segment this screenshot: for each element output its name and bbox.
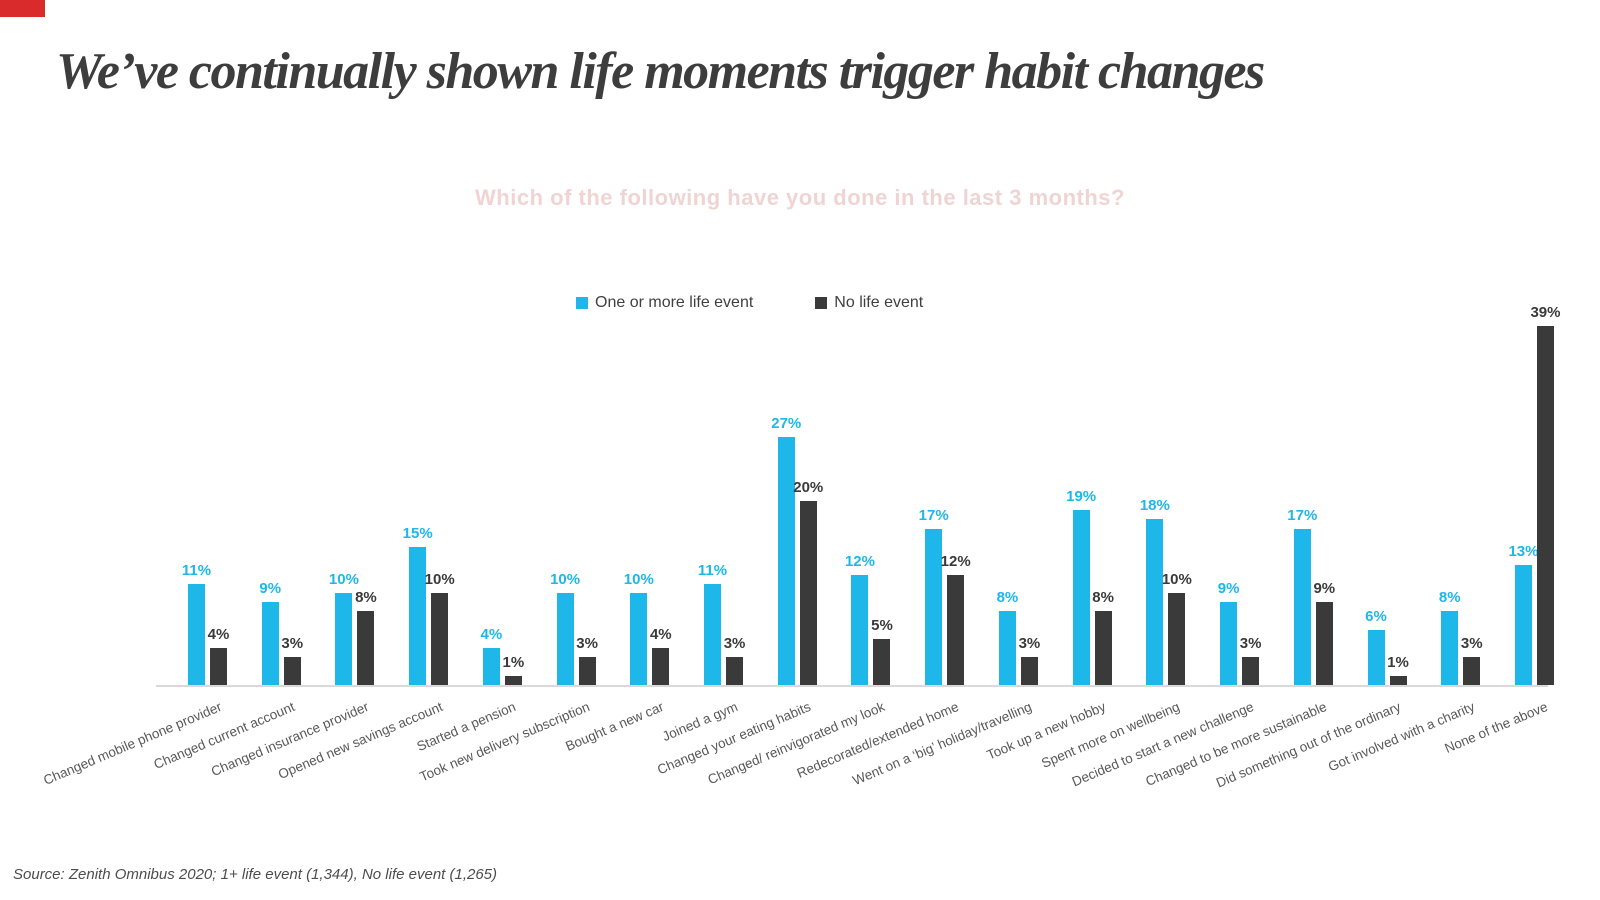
bar-one-or-more-life-event xyxy=(1293,528,1311,685)
bar-no-life-event xyxy=(726,657,744,685)
bar-value-label: 4% xyxy=(649,626,672,644)
bar-value-label: 15% xyxy=(402,525,433,542)
bar-value-label: 3% xyxy=(1018,635,1041,653)
bar-value-label: 8% xyxy=(355,589,377,607)
bar-value-label: 1% xyxy=(502,653,525,671)
bar-value-label: 17% xyxy=(918,506,949,524)
bar-one-or-more-life-event xyxy=(777,436,795,685)
legend-label: One or more life event xyxy=(595,294,754,311)
x-axis-line xyxy=(156,685,1548,687)
chart-question-subtitle: Which of the following have you done in … xyxy=(475,185,1125,210)
bar-value-label: 12% xyxy=(940,552,971,570)
bar-value-label: 17% xyxy=(1287,506,1318,524)
legend-label: No life event xyxy=(834,294,924,311)
source-note: Source: Zenith Omnibus 2020; 1+ life eve… xyxy=(13,866,498,883)
bar-value-label: 3% xyxy=(576,635,598,653)
bar-no-life-event xyxy=(504,675,522,685)
legend-swatch-one-or-more-life-event xyxy=(576,297,588,309)
bar-value-label: 13% xyxy=(1508,543,1539,561)
bar-one-or-more-life-event xyxy=(482,648,500,685)
bar-no-life-event xyxy=(210,648,227,685)
bar-one-or-more-life-event xyxy=(1441,611,1459,685)
category-label-changed-mobile-phone-provider: Changed mobile phone provider xyxy=(40,699,224,788)
bar-value-label: 4% xyxy=(207,626,230,644)
bar-one-or-more-life-event xyxy=(1367,629,1385,685)
bar-value-label: 8% xyxy=(996,589,1019,607)
bar-one-or-more-life-event xyxy=(704,583,722,685)
bar-value-label: 10% xyxy=(328,571,359,588)
bar-no-life-event xyxy=(283,657,301,685)
bar-one-or-more-life-event xyxy=(851,574,869,685)
bar-no-life-event xyxy=(578,657,596,685)
bar-value-label: 9% xyxy=(1313,580,1336,598)
bar-one-or-more-life-event xyxy=(998,611,1016,685)
bar-no-life-event xyxy=(947,574,965,685)
bar-value-label: 8% xyxy=(1092,589,1114,607)
bar-value-label: 10% xyxy=(623,571,654,588)
bar-one-or-more-life-event xyxy=(1146,519,1164,685)
bar-no-life-event xyxy=(1463,657,1481,685)
bar-value-label: 27% xyxy=(771,414,802,432)
bar-one-or-more-life-event xyxy=(261,602,279,685)
bar-one-or-more-life-event xyxy=(925,528,943,685)
bar-value-label: 9% xyxy=(259,580,282,598)
bar-one-or-more-life-event xyxy=(1514,565,1532,685)
bar-no-life-event xyxy=(1315,602,1333,685)
bar-value-label: 4% xyxy=(480,626,503,644)
bar-value-label: 10% xyxy=(424,571,455,588)
legend-item-no-life-event: No life event xyxy=(815,294,923,312)
bar-one-or-more-life-event xyxy=(1220,602,1238,685)
bar-value-label: 3% xyxy=(281,635,304,653)
bar-no-life-event xyxy=(1536,326,1554,685)
bar-value-label: 8% xyxy=(1438,589,1461,607)
bar-value-label: 3% xyxy=(1239,635,1262,653)
bar-value-label: 9% xyxy=(1217,580,1240,598)
bar-no-life-event xyxy=(1389,675,1407,685)
bar-no-life-event xyxy=(1168,593,1186,685)
bar-value-label: 11% xyxy=(181,561,212,579)
bar-one-or-more-life-event xyxy=(630,593,648,685)
bar-no-life-event xyxy=(431,593,449,685)
bar-no-life-event xyxy=(873,639,891,685)
bar-one-or-more-life-event xyxy=(335,593,353,685)
bar-value-label: 6% xyxy=(1365,607,1387,625)
slide-title: We’ve continually shown life moments tri… xyxy=(56,43,1265,100)
bar-value-label: 10% xyxy=(1161,571,1192,588)
bar-value-label: 20% xyxy=(793,479,824,496)
legend-item-one-or-more-life-event: One or more life event xyxy=(576,294,753,312)
bar-one-or-more-life-event xyxy=(556,593,574,685)
bar-chart: 11% 4% Changed mobile phone provider 9% 3% Ch… xyxy=(41,300,1561,790)
bar-no-life-event xyxy=(1094,611,1112,685)
bar-value-label: 39% xyxy=(1530,304,1561,322)
bar-no-life-event xyxy=(799,501,817,685)
bar-value-label: 10% xyxy=(550,571,581,588)
bar-one-or-more-life-event xyxy=(409,547,427,685)
bar-value-label: 11% xyxy=(697,561,728,579)
bar-one-or-more-life-event xyxy=(1072,510,1090,685)
bar-no-life-event xyxy=(1242,657,1260,685)
bar-value-label: 3% xyxy=(1460,635,1483,653)
bar-value-label: 12% xyxy=(844,552,875,570)
bar-value-label: 19% xyxy=(1066,488,1097,506)
bar-value-label: 5% xyxy=(871,617,893,634)
bar-no-life-event xyxy=(652,648,670,685)
bar-value-label: 18% xyxy=(1139,497,1170,515)
bar-value-label: 1% xyxy=(1387,653,1409,671)
bar-no-life-event xyxy=(1020,657,1038,685)
corner-mark xyxy=(0,0,45,17)
bar-one-or-more-life-event xyxy=(188,583,205,685)
legend-swatch-no-life-event xyxy=(815,297,828,309)
bar-no-life-event xyxy=(357,611,375,685)
bar-value-label: 3% xyxy=(723,635,746,653)
chart-legend: One or more life event No life event xyxy=(576,294,923,312)
